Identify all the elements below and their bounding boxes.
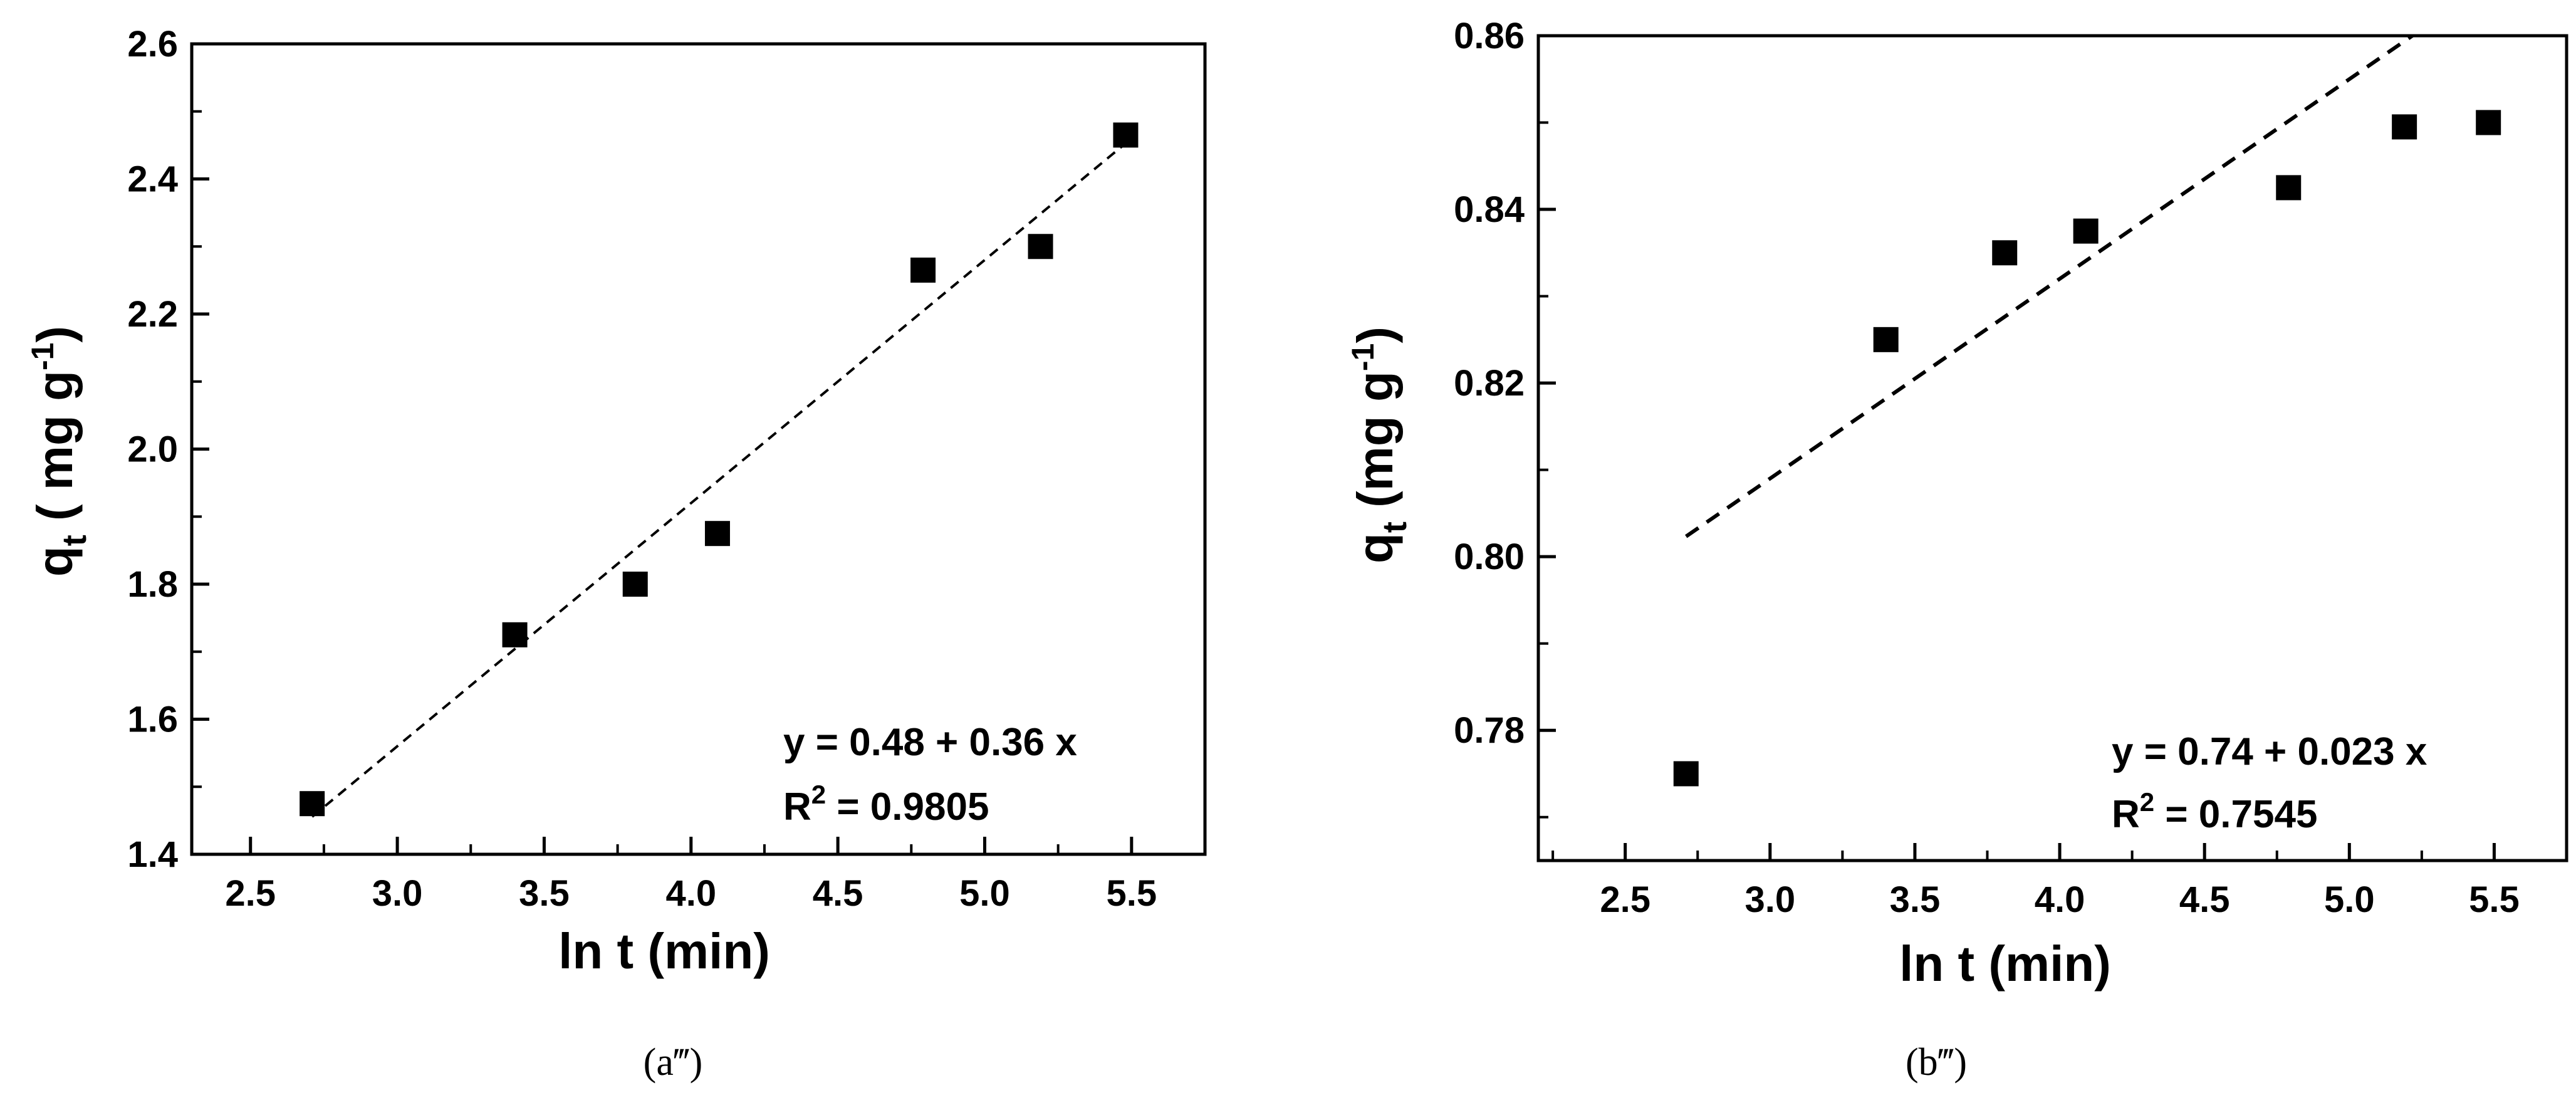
y-axis-title-a: qt ( mg g-1) (25, 326, 93, 577)
data-points-a (300, 122, 1139, 817)
r-squared-label-a: R (783, 785, 811, 829)
y-axis-title-sub-b: t (1376, 521, 1414, 533)
y-tick-label: 1.4 (127, 834, 178, 875)
x-tick-label: 4.0 (665, 873, 716, 914)
x-tick-label: 2.5 (1600, 879, 1650, 920)
r-squared-label-b: R (2112, 793, 2140, 836)
y-axis-ticks-b: 0.78 0.80 0.82 0.84 0.86 (1454, 16, 1556, 819)
x-axis-ticks-b: 2.5 3.0 3.5 4.0 4.5 5.0 5.5 (1551, 843, 2520, 920)
data-point (1873, 327, 1899, 352)
y-tick-label: 1.8 (127, 564, 178, 605)
x-tick-label: 4.5 (2179, 879, 2230, 920)
data-point (2392, 114, 2417, 140)
panel-label-a: (a‴) (644, 1041, 703, 1084)
r-squared-a: R2 = 0.9805 (783, 780, 989, 829)
fit-line-b (1685, 34, 2414, 538)
data-point (502, 622, 528, 647)
data-point (2476, 110, 2501, 135)
x-tick-label: 5.0 (959, 873, 1010, 914)
y-axis-title-b: qt (mg g-1) (1345, 327, 1414, 563)
x-axis-title-a: ln t (min) (558, 923, 770, 979)
plot-area-b (1536, 34, 2568, 862)
y-tick-label: 2.0 (127, 429, 178, 470)
data-points-b (1673, 110, 2501, 787)
y-axis-title-main-b: q (1347, 533, 1403, 563)
y-axis-title-rest-b: (mg g (1347, 371, 1403, 521)
x-tick-label: 3.0 (372, 873, 423, 914)
x-tick-label: 4.0 (2035, 879, 2085, 920)
data-point (1113, 122, 1139, 148)
y-axis-title-main-a: q (27, 546, 83, 577)
y-tick-label: 0.78 (1454, 710, 1525, 751)
y-axis-ticks-a: 1.4 1.6 1.8 2.0 2.2 2.4 2.6 (127, 24, 209, 875)
y-tick-label: 0.86 (1454, 16, 1525, 56)
y-axis-title-close-a: ) (27, 326, 83, 343)
y-axis-title-sub-a: t (56, 535, 93, 546)
r-squared-value-b: = 0.7545 (2154, 793, 2317, 836)
data-point (622, 572, 648, 597)
data-point (2073, 218, 2099, 244)
y-tick-label: 2.2 (127, 294, 178, 335)
x-tick-label: 4.5 (813, 873, 863, 914)
x-tick-label: 3.5 (1890, 879, 1941, 920)
r-squared-b: R2 = 0.7545 (2112, 787, 2317, 836)
chart-panel-a: 1.4 1.6 1.8 2.0 2.2 2.4 2.6 2.5 3.0 3.5 4.0 4.5 5.0… (25, 24, 1207, 1084)
y-tick-label: 0.80 (1454, 537, 1525, 577)
r-squared-value-a: = 0.9805 (826, 785, 989, 829)
x-tick-label: 5.0 (2324, 879, 2375, 920)
y-tick-label: 2.4 (127, 159, 178, 200)
data-point (1673, 761, 1699, 787)
y-axis-title-sup-a: -1 (25, 343, 60, 370)
y-tick-label: 1.6 (127, 699, 178, 740)
data-point (300, 791, 325, 817)
fit-line-a (311, 142, 1127, 818)
x-tick-label: 3.0 (1744, 879, 1795, 920)
x-tick-label: 2.5 (225, 873, 276, 914)
fit-line (1685, 34, 2414, 538)
equation-a: y = 0.48 + 0.36 x (783, 721, 1077, 764)
data-point (1028, 234, 1053, 259)
chart-panel-b: 0.78 0.80 0.82 0.84 0.86 2.5 3.0 3.5 4.0 4.5 5.0 5… (1345, 16, 2568, 1084)
r-squared-sup-a: 2 (811, 780, 826, 809)
panel-label-b: (b‴) (1906, 1041, 1967, 1084)
y-axis-title-sup-b: -1 (1345, 343, 1380, 371)
fit-line (311, 142, 1127, 818)
x-tick-label: 5.5 (1107, 873, 1157, 914)
r-squared-sup-b: 2 (2140, 787, 2154, 817)
x-axis-title-b: ln t (min) (1899, 936, 2111, 992)
x-tick-label: 5.5 (2469, 879, 2520, 920)
y-axis-title-close-b: ) (1347, 327, 1403, 343)
y-axis-title-rest-a: ( mg g (27, 370, 83, 535)
equation-b: y = 0.74 + 0.023 x (2112, 730, 2427, 773)
data-point (1992, 240, 2018, 266)
y-tick-label: 2.6 (127, 24, 178, 65)
y-tick-label: 0.84 (1454, 189, 1525, 230)
x-axis-ticks-a: 2.5 3.0 3.5 4.0 4.5 5.0 5.5 (225, 837, 1157, 914)
data-point (2276, 175, 2302, 201)
x-tick-label: 3.5 (519, 873, 570, 914)
data-point (704, 521, 730, 547)
y-tick-label: 0.82 (1454, 363, 1525, 404)
data-point (910, 257, 936, 283)
